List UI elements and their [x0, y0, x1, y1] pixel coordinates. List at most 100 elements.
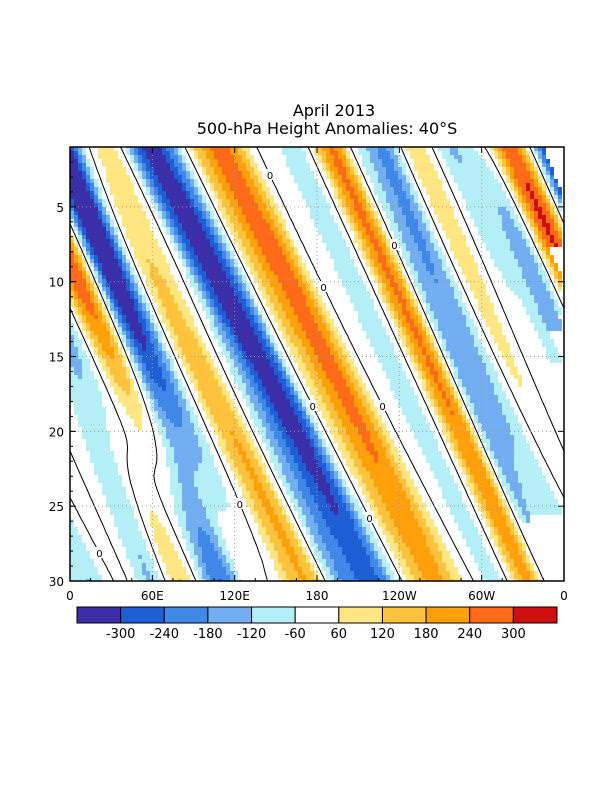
heatmap-cell [542, 219, 546, 223]
heatmap-cell [178, 379, 182, 383]
heatmap-cell [70, 579, 86, 581]
heatmap-cell [230, 203, 238, 207]
heatmap-cell [286, 575, 298, 579]
heatmap-cell [510, 575, 514, 579]
colorbar: -300 -240 -180 -120 -60 60 120 180 240 300 [76, 606, 558, 642]
heatmap-cell [382, 431, 390, 435]
heatmap-cell [122, 335, 126, 339]
heatmap-cell [410, 315, 418, 319]
heatmap-cell [210, 163, 218, 167]
heatmap-cell [410, 227, 418, 231]
heatmap-cell [150, 199, 154, 203]
colorbar-swatch [207, 606, 253, 624]
heatmap-cell [334, 575, 338, 579]
heatmap-cell [330, 415, 338, 419]
heatmap-cell [502, 351, 510, 355]
heatmap-cell [338, 487, 342, 491]
heatmap-cell [142, 555, 150, 559]
heatmap-cell [530, 563, 534, 567]
heatmap-cell [534, 259, 538, 263]
heatmap-cell [182, 391, 186, 395]
heatmap-cell [410, 295, 414, 299]
heatmap-cell [286, 391, 290, 395]
heatmap-cell [166, 427, 194, 431]
heatmap-cell [258, 431, 266, 435]
heatmap-cell [186, 251, 190, 255]
heatmap-cell [78, 251, 82, 255]
heatmap-cell [534, 179, 538, 183]
heatmap-cell [122, 363, 126, 367]
heatmap-cell [526, 555, 530, 559]
heatmap-cell [522, 579, 530, 581]
heatmap-cell [310, 443, 314, 447]
heatmap-cell [162, 387, 166, 391]
heatmap-cell [286, 459, 294, 463]
heatmap-cell [242, 427, 246, 431]
heatmap-cell [266, 491, 274, 495]
heatmap-cell [158, 203, 162, 207]
heatmap-cell [374, 219, 378, 223]
heatmap-cell [542, 207, 546, 211]
heatmap-cell [206, 579, 210, 581]
heatmap-cell [534, 183, 538, 187]
heatmap-cell [258, 327, 262, 331]
heatmap-plot-area [70, 147, 562, 581]
heatmap-cell [226, 343, 230, 347]
heatmap-cell [206, 291, 210, 295]
heatmap-cell [358, 411, 366, 415]
heatmap-cell [170, 231, 174, 235]
heatmap-cell [282, 463, 290, 467]
heatmap-cell [238, 371, 246, 375]
heatmap-cell [414, 495, 422, 499]
heatmap-cell [282, 319, 290, 323]
heatmap-cell [318, 323, 326, 327]
heatmap-cell [346, 447, 354, 451]
heatmap-cell [206, 399, 226, 403]
heatmap-cell [430, 347, 434, 351]
heatmap-cell [518, 471, 542, 475]
heatmap-cell [490, 447, 514, 451]
heatmap-cell [74, 307, 78, 311]
heatmap-cell [398, 171, 402, 175]
heatmap-cell [350, 439, 362, 443]
heatmap-cell [218, 331, 226, 335]
heatmap-cell [318, 579, 322, 581]
heatmap-cell [306, 303, 314, 307]
heatmap-cell [194, 147, 202, 151]
heatmap-cell [414, 359, 418, 363]
heatmap-cell [494, 459, 498, 463]
heatmap-cell [118, 535, 142, 539]
heatmap-cell [374, 483, 402, 487]
heatmap-cell [434, 395, 442, 399]
heatmap-cell [254, 515, 258, 519]
heatmap-cell [298, 503, 306, 507]
heatmap-cell [534, 223, 538, 227]
heatmap-cell [354, 423, 366, 427]
heatmap-cell [234, 271, 238, 275]
heatmap-cell [230, 227, 234, 231]
heatmap-cell [206, 275, 226, 279]
heatmap-cell [554, 275, 558, 279]
heatmap-cell [354, 515, 358, 519]
heatmap-cell [150, 383, 158, 387]
heatmap-cell [386, 307, 390, 311]
heatmap-cell [554, 183, 558, 187]
heatmap-cell [374, 547, 382, 551]
heatmap-cell [342, 163, 346, 167]
heatmap-cell [410, 191, 418, 195]
heatmap-cell [270, 215, 278, 219]
heatmap-cell [122, 543, 146, 547]
heatmap-cell [362, 403, 370, 407]
heatmap-cell [290, 483, 298, 487]
heatmap-cell [366, 551, 374, 555]
heatmap-cell [206, 207, 210, 211]
heatmap-cell [554, 239, 562, 243]
heatmap-cell [138, 311, 142, 315]
heatmap-cell [354, 463, 362, 467]
heatmap-cell [230, 263, 234, 267]
heatmap-cell [158, 543, 174, 547]
heatmap-cell [182, 503, 202, 507]
heatmap-cell [154, 415, 158, 419]
heatmap-cell [166, 159, 174, 163]
heatmap-cell [510, 519, 514, 523]
